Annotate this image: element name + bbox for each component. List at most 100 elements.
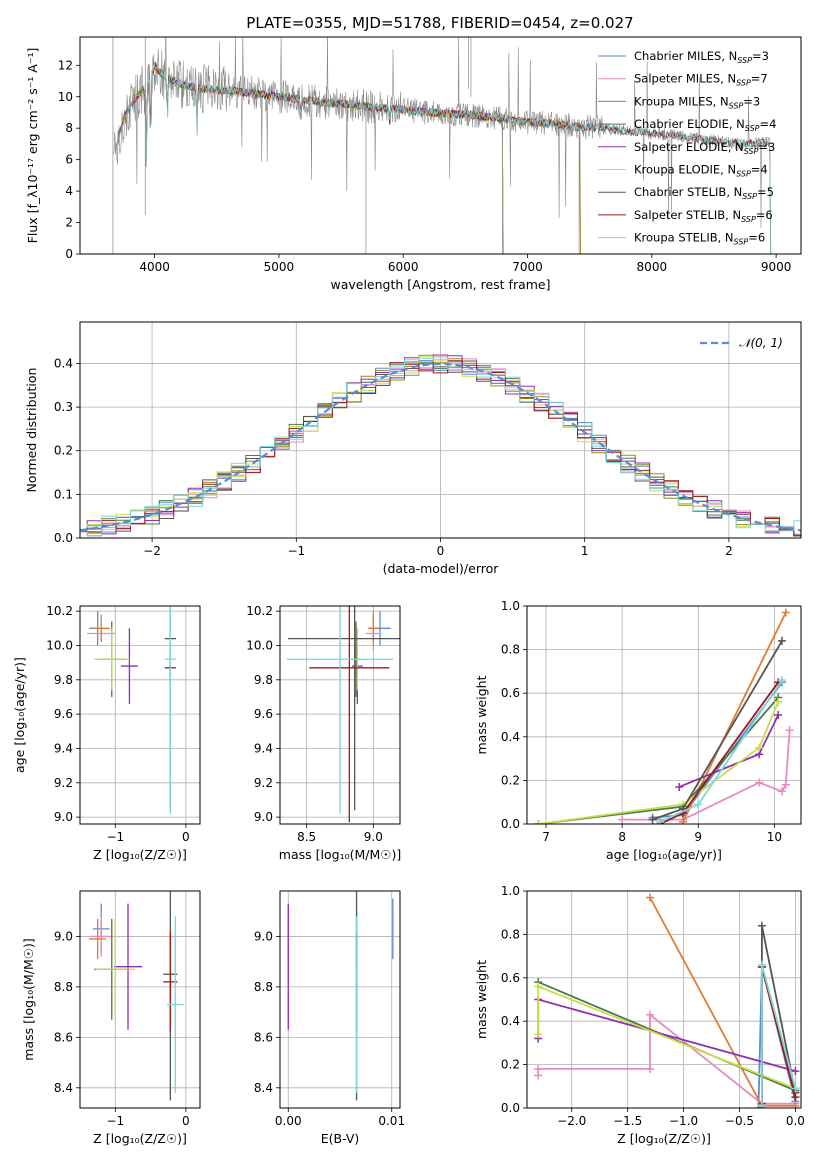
x-tick-label: −2 bbox=[143, 544, 161, 558]
x-axis-label: wavelength [Angstrom, rest frame] bbox=[330, 277, 550, 292]
legend-label: Kroupa STELIB, NSSP=6 bbox=[634, 231, 765, 247]
x-tick-label: 0.00 bbox=[275, 1114, 302, 1128]
x-tick-label: −1 bbox=[106, 1114, 124, 1128]
mass-weight-marker bbox=[534, 1030, 543, 1039]
spectrum-plot-area bbox=[112, 37, 772, 254]
residual-histogram-krou_elod bbox=[80, 356, 801, 537]
x-tick-label: 9000 bbox=[761, 260, 792, 274]
y-tick-label: 9.4 bbox=[54, 741, 73, 755]
y-tick-label: 0.1 bbox=[54, 487, 73, 501]
axes-frame bbox=[79, 36, 802, 255]
mass-weight-marker bbox=[646, 893, 655, 902]
x-tick-label: 7 bbox=[542, 830, 550, 844]
y-tick-label: 4 bbox=[65, 184, 73, 198]
y-tick-label: 9.8 bbox=[254, 673, 273, 687]
errorbar-plot-area bbox=[286, 606, 400, 823]
axes-frame bbox=[526, 605, 802, 825]
y-tick-label: 0.6 bbox=[501, 971, 520, 985]
y-tick-label: 8.8 bbox=[254, 980, 273, 994]
y-tick-label: 9.0 bbox=[254, 929, 273, 943]
y-axis-label: mass weight bbox=[474, 675, 489, 754]
legend-label: Salpeter MILES, NSSP=7 bbox=[634, 72, 768, 88]
y-axis-label: age [log₁₀(age/yr)] bbox=[12, 657, 27, 773]
mass-weight-marker bbox=[679, 817, 688, 824]
y-tick-label: 0.0 bbox=[501, 817, 520, 831]
y-tick-label: 9.2 bbox=[54, 776, 73, 790]
y-tick-label: 10.0 bbox=[246, 638, 273, 652]
mass-weight-marker bbox=[777, 787, 786, 796]
residual-histogram-krou_stel bbox=[80, 357, 801, 537]
x-tick-label: 0 bbox=[437, 544, 445, 558]
mass-weight-marker bbox=[777, 636, 786, 645]
y-tick-label: 9.6 bbox=[254, 707, 273, 721]
residual-histogram-salp_elod bbox=[80, 354, 801, 537]
mass-weight-marker bbox=[791, 1067, 800, 1076]
x-axis-label: (data-model)/error bbox=[383, 561, 500, 576]
y-tick-label: 0.8 bbox=[501, 643, 520, 657]
y-tick-label: 10.0 bbox=[46, 638, 73, 652]
y-axis-label: mass weight bbox=[474, 960, 489, 1039]
mass-weight-marker bbox=[646, 1010, 655, 1019]
legend-label: Chabrier ELODIE, NSSP=4 bbox=[634, 117, 776, 133]
x-axis-label: age [log₁₀(age/yr)] bbox=[606, 847, 722, 862]
y-tick-label: 0.0 bbox=[501, 1101, 520, 1115]
mass-weight-marker bbox=[774, 697, 783, 706]
mass-weight-marker bbox=[781, 608, 790, 617]
legend-label: Kroupa MILES, NSSP=3 bbox=[634, 94, 760, 110]
x-tick-label: 1 bbox=[581, 544, 589, 558]
y-tick-label: 8.4 bbox=[254, 1081, 273, 1095]
x-axis-label: E(B-V) bbox=[321, 1131, 360, 1146]
mass-weight-marker bbox=[774, 711, 783, 719]
mass-weight-marker bbox=[785, 726, 794, 735]
y-axis-label: Normed distribution bbox=[24, 368, 39, 493]
y-tick-label: 9.8 bbox=[54, 673, 73, 687]
errorbar-plot-area bbox=[89, 891, 184, 1101]
mass-weight-marker bbox=[675, 782, 684, 791]
mass-weight-marker bbox=[534, 820, 543, 824]
mass-weight-marker bbox=[791, 1084, 800, 1093]
axes-frame bbox=[526, 890, 802, 1109]
x-axis-label: Z [log₁₀(Z/Z☉)] bbox=[93, 1131, 187, 1146]
line-plot-area bbox=[534, 893, 800, 1108]
y-tick-label: 0.2 bbox=[501, 773, 520, 787]
y-tick-label: 10.2 bbox=[46, 604, 73, 618]
x-axis-label: Z [log₁₀(Z/Z☉)] bbox=[617, 1131, 711, 1146]
y-tick-label: 0.4 bbox=[54, 356, 73, 370]
y-tick-label: 0.6 bbox=[501, 686, 520, 700]
x-axis-label: Z [log₁₀(Z/Z☉)] bbox=[93, 847, 187, 862]
normal-curve bbox=[80, 362, 801, 532]
y-tick-label: 12 bbox=[58, 58, 73, 72]
x-tick-label: 6000 bbox=[388, 260, 419, 274]
axes-frame bbox=[79, 890, 201, 1109]
mass-weight-marker bbox=[694, 800, 703, 809]
x-tick-label: 4000 bbox=[139, 260, 170, 274]
mass-weight-marker bbox=[757, 960, 766, 969]
mass-weight-marker bbox=[656, 817, 665, 824]
x-tick-label: 0.0 bbox=[786, 1114, 805, 1128]
legend-label: Salpeter ELODIE, NSSP=3 bbox=[634, 140, 775, 156]
x-tick-label: 9.0 bbox=[364, 830, 383, 844]
y-tick-label: 1.0 bbox=[501, 884, 520, 898]
mass-weight-marker bbox=[618, 815, 627, 824]
x-tick-label: −1 bbox=[287, 544, 305, 558]
x-tick-label: 10 bbox=[767, 830, 782, 844]
x-tick-label: −1 bbox=[106, 830, 124, 844]
legend-label: Chabrier MILES, NSSP=3 bbox=[634, 49, 769, 65]
axes-frame bbox=[79, 321, 802, 539]
y-tick-label: 10 bbox=[58, 90, 73, 104]
y-tick-label: 0.8 bbox=[501, 927, 520, 941]
y-tick-label: 9.0 bbox=[254, 810, 273, 824]
y-axis-label: mass [log₁₀(M/M☉)] bbox=[21, 938, 36, 1060]
x-tick-label: 8000 bbox=[637, 260, 668, 274]
y-tick-label: 0.0 bbox=[54, 531, 73, 545]
y-tick-label: 8.4 bbox=[54, 1081, 73, 1095]
y-axis-label: Flux [f_λ10⁻¹⁷ erg cm⁻² s⁻¹ A⁻¹] bbox=[25, 48, 40, 244]
y-tick-label: 9.2 bbox=[254, 776, 273, 790]
x-tick-label: −1.0 bbox=[669, 1114, 698, 1128]
y-tick-label: 10.2 bbox=[246, 604, 273, 618]
mass-weight-marker bbox=[534, 1064, 543, 1073]
x-tick-label: 2 bbox=[725, 544, 733, 558]
mass-weight-marker bbox=[781, 780, 790, 789]
x-tick-label: 0.01 bbox=[378, 1114, 405, 1128]
